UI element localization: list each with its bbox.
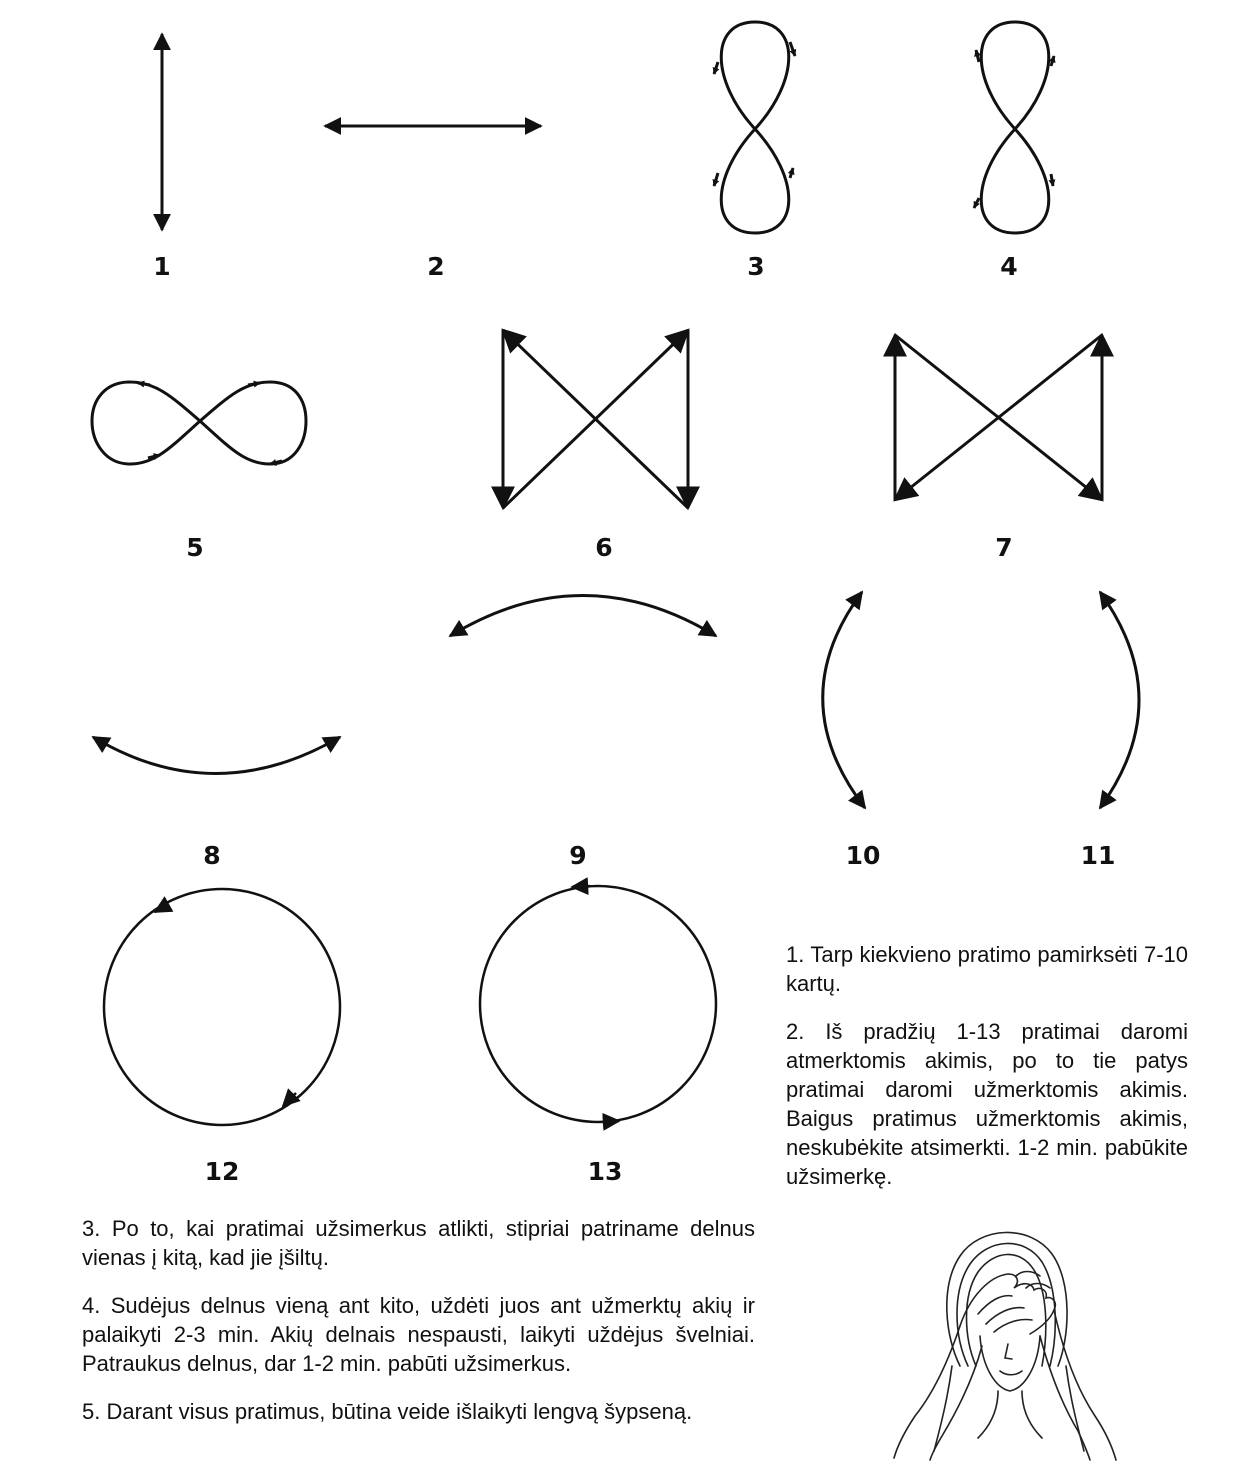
exercise-5-horizontal-eight — [90, 380, 308, 466]
instruction-2: 2. Iš pradžių 1-13 pratimai daromi atmer… — [786, 1019, 1188, 1189]
exercise-8-lower-arc — [91, 735, 342, 775]
figure-label-4: 4 — [1000, 252, 1018, 281]
figure-label-2: 2 — [427, 252, 445, 281]
figure-label-12: 12 — [204, 1157, 240, 1186]
exercise-13-circle — [478, 877, 718, 1131]
figure-label-8: 8 — [203, 841, 221, 870]
exercise-10-left-arc — [821, 590, 867, 810]
exercise-6-crossed-arrows — [491, 328, 700, 511]
figure-label-6: 6 — [595, 533, 613, 562]
figure-label-1: 1 — [153, 252, 171, 281]
exercise-4-vertical-eight — [972, 20, 1056, 235]
exercise-11-right-arc — [1098, 590, 1141, 810]
figure-label-5: 5 — [186, 533, 204, 562]
figure-label-11: 11 — [1080, 841, 1116, 870]
figure-label-3: 3 — [747, 252, 765, 281]
exercise-7-crossed-arrows — [883, 332, 1114, 502]
instruction-1: 1. Tarp kiekvieno pratimo pamirksėti 7-1… — [786, 942, 1188, 996]
instruction-5: 5. Darant visus pratimus, būtina veide i… — [82, 1399, 693, 1424]
exercise-12-circle — [102, 887, 342, 1127]
instruction-4: 4. Sudėjus delnus vieną ant kito, uždėti… — [82, 1293, 755, 1376]
palming-illustration — [893, 1231, 1117, 1461]
figure-label-13: 13 — [587, 1157, 623, 1186]
exercise-9-upper-arc — [448, 594, 718, 638]
figure-label-10: 10 — [845, 841, 881, 870]
figure-label-7: 7 — [995, 533, 1013, 562]
exercise-3-vertical-eight — [712, 20, 797, 235]
instruction-3: 3. Po to, kai pratimai užsimerkus atlikt… — [82, 1216, 755, 1270]
figure-label-9: 9 — [569, 841, 587, 870]
exercise-diagrams — [90, 20, 1141, 1131]
